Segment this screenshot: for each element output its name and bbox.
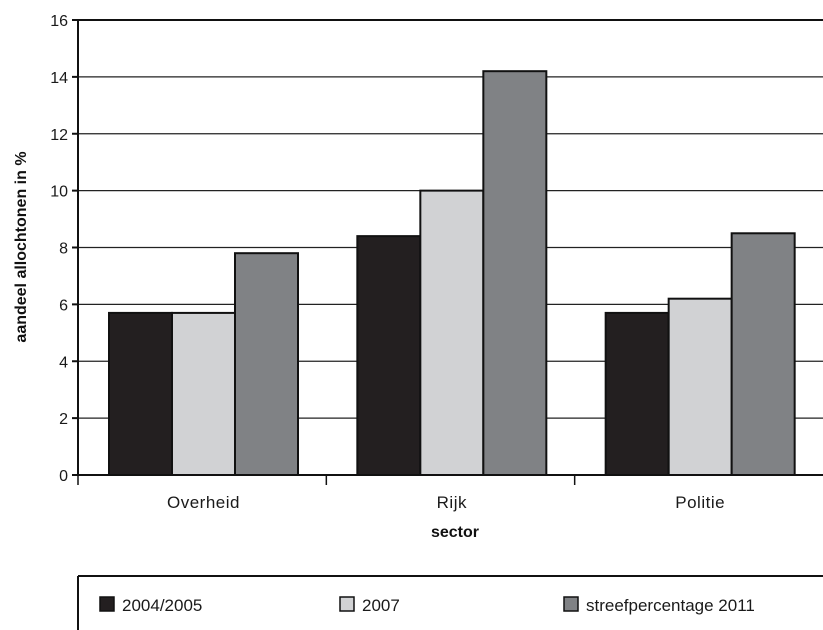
x-category-label: Politie: [675, 493, 725, 512]
y-tick-labels: 0 2 4 6 8 10 12 14 16: [50, 13, 78, 485]
y-tick-label: 4: [59, 354, 68, 371]
bar-overheid-series-1: [108, 311, 173, 476]
x-category-label: Overheid: [167, 493, 240, 512]
bar-overheid-series-2: [171, 311, 236, 476]
legend-swatch: [339, 596, 355, 612]
bars: [108, 70, 796, 476]
legend-label: 2004/2005: [122, 596, 202, 615]
legend: 2004/2005 2007 streefpercentage 2011: [77, 575, 823, 630]
y-tick-label: 6: [59, 297, 68, 314]
bar-rijk-series-2: [419, 189, 485, 476]
legend-swatch: [563, 596, 579, 612]
x-axis-title: sector: [431, 524, 479, 541]
y-axis-title: aandeel allochtonen in %: [13, 151, 30, 342]
legend-swatch: [99, 596, 115, 612]
legend-label: streefpercentage 2011: [586, 596, 755, 615]
legend-label: 2007: [362, 596, 400, 615]
y-tick-label: 12: [50, 127, 68, 144]
y-tick-label: 2: [59, 411, 68, 428]
y-tick-label: 10: [50, 184, 68, 201]
bar-politie-series-3: [730, 232, 796, 476]
x-category-labels: Overheid Rijk Politie: [77, 475, 725, 512]
y-tick-label: 16: [50, 13, 68, 30]
x-category-label: Rijk: [437, 493, 467, 512]
bar-rijk-series-3: [482, 70, 548, 476]
bar-rijk-series-1: [356, 235, 422, 476]
y-tick-label: 0: [59, 468, 68, 485]
y-tick-label: 8: [59, 241, 68, 258]
y-tick-label: 14: [50, 70, 68, 87]
bar-politie-series-1: [604, 311, 670, 476]
bar-overheid-series-3: [234, 252, 299, 476]
bar-politie-series-2: [667, 297, 733, 476]
legend-items: 2004/2005 2007 streefpercentage 2011: [99, 596, 755, 615]
